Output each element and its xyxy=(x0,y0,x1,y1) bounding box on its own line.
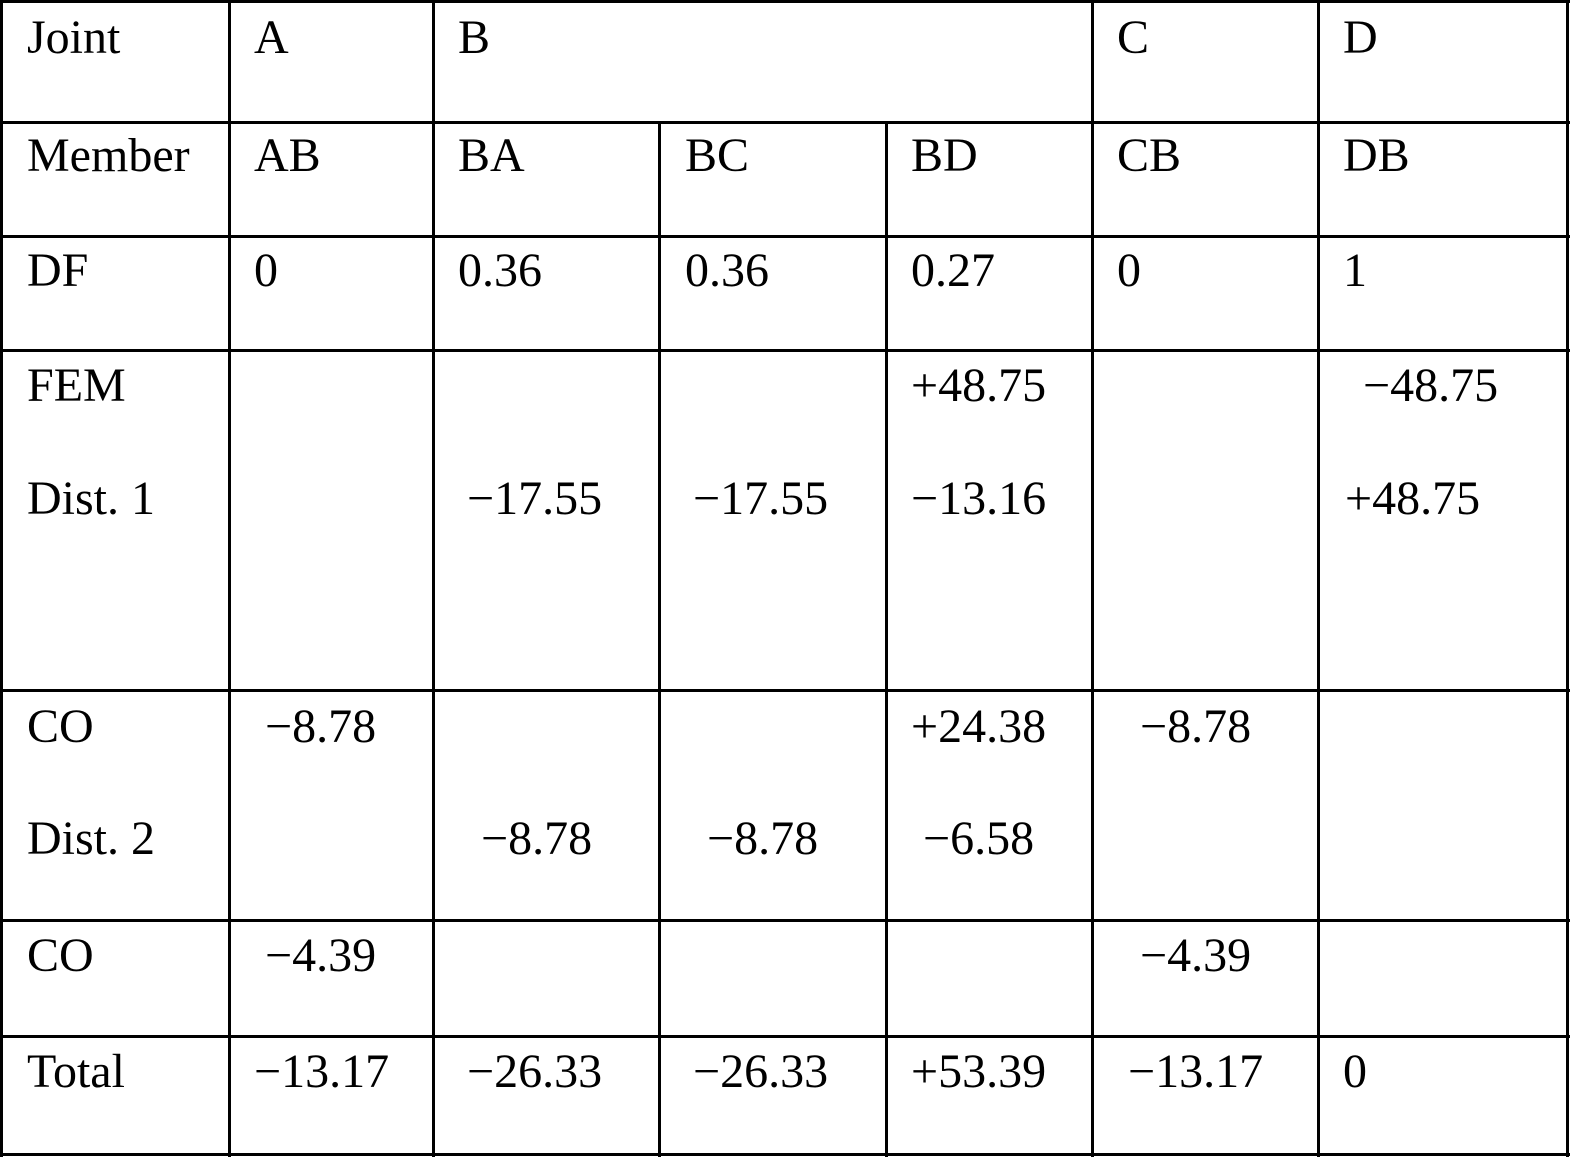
co1-ab: −8.78 xyxy=(265,700,377,753)
joint-d: D xyxy=(1343,11,1378,64)
member-bd: BD xyxy=(911,129,978,182)
dist1-ba: −17.55 xyxy=(467,472,603,525)
row-divider xyxy=(0,1153,1570,1156)
member-ab: AB xyxy=(254,129,321,182)
member-ba: BA xyxy=(458,129,525,182)
row-divider xyxy=(0,349,1570,352)
col-divider xyxy=(228,0,231,1157)
row-divider xyxy=(0,1035,1570,1038)
joint-label: Joint xyxy=(27,11,121,64)
dist1-bc: −17.55 xyxy=(693,472,829,525)
fem-db: −48.75 xyxy=(1363,359,1499,412)
co1-bd: +24.38 xyxy=(911,700,1047,753)
member-cb: CB xyxy=(1117,129,1182,182)
member-bc: BC xyxy=(685,129,750,182)
joint-b: B xyxy=(458,11,491,64)
col-divider xyxy=(658,121,661,1157)
dist1-db: +48.75 xyxy=(1345,472,1481,525)
total-ba: −26.33 xyxy=(467,1045,603,1098)
dist2-bc: −8.78 xyxy=(707,812,819,865)
dist2-ba: −8.78 xyxy=(481,812,593,865)
col-divider xyxy=(0,0,3,1157)
df-db: 1 xyxy=(1343,244,1367,297)
col-divider xyxy=(1091,0,1094,1157)
col-divider xyxy=(432,0,435,1157)
row-divider xyxy=(0,235,1570,238)
total-label: Total xyxy=(27,1045,125,1098)
col-divider xyxy=(1566,0,1569,1157)
member-label: Member xyxy=(27,129,190,182)
df-label: DF xyxy=(27,244,89,297)
col-divider xyxy=(1317,0,1320,1157)
df-bd: 0.27 xyxy=(911,244,995,297)
joint-c: C xyxy=(1117,11,1150,64)
col-divider xyxy=(885,121,888,1157)
dist1-bd: −13.16 xyxy=(911,472,1047,525)
member-db: DB xyxy=(1343,129,1410,182)
row-divider xyxy=(0,689,1570,692)
total-bc: −26.33 xyxy=(693,1045,829,1098)
row-divider xyxy=(0,0,1570,3)
fem-label: FEM xyxy=(27,359,126,412)
fem-bd: +48.75 xyxy=(911,359,1047,412)
co1-cb: −8.78 xyxy=(1140,700,1252,753)
total-cb: −13.17 xyxy=(1128,1045,1264,1098)
co2-ab: −4.39 xyxy=(265,929,377,982)
joint-a: A xyxy=(254,11,289,64)
total-bd: +53.39 xyxy=(911,1045,1047,1098)
df-bc: 0.36 xyxy=(685,244,769,297)
dist2-bd: −6.58 xyxy=(923,812,1035,865)
co2-label: CO xyxy=(27,929,94,982)
total-db: 0 xyxy=(1343,1045,1367,1098)
dist2-label: Dist. 2 xyxy=(27,812,156,865)
df-ab: 0 xyxy=(254,244,278,297)
dist1-label: Dist. 1 xyxy=(27,472,156,525)
total-ab: −13.17 xyxy=(254,1045,390,1098)
co1-label: CO xyxy=(27,700,94,753)
df-ba: 0.36 xyxy=(458,244,542,297)
co2-cb: −4.39 xyxy=(1140,929,1252,982)
row-divider xyxy=(0,919,1570,922)
df-cb: 0 xyxy=(1117,244,1141,297)
row-divider xyxy=(0,121,1570,124)
